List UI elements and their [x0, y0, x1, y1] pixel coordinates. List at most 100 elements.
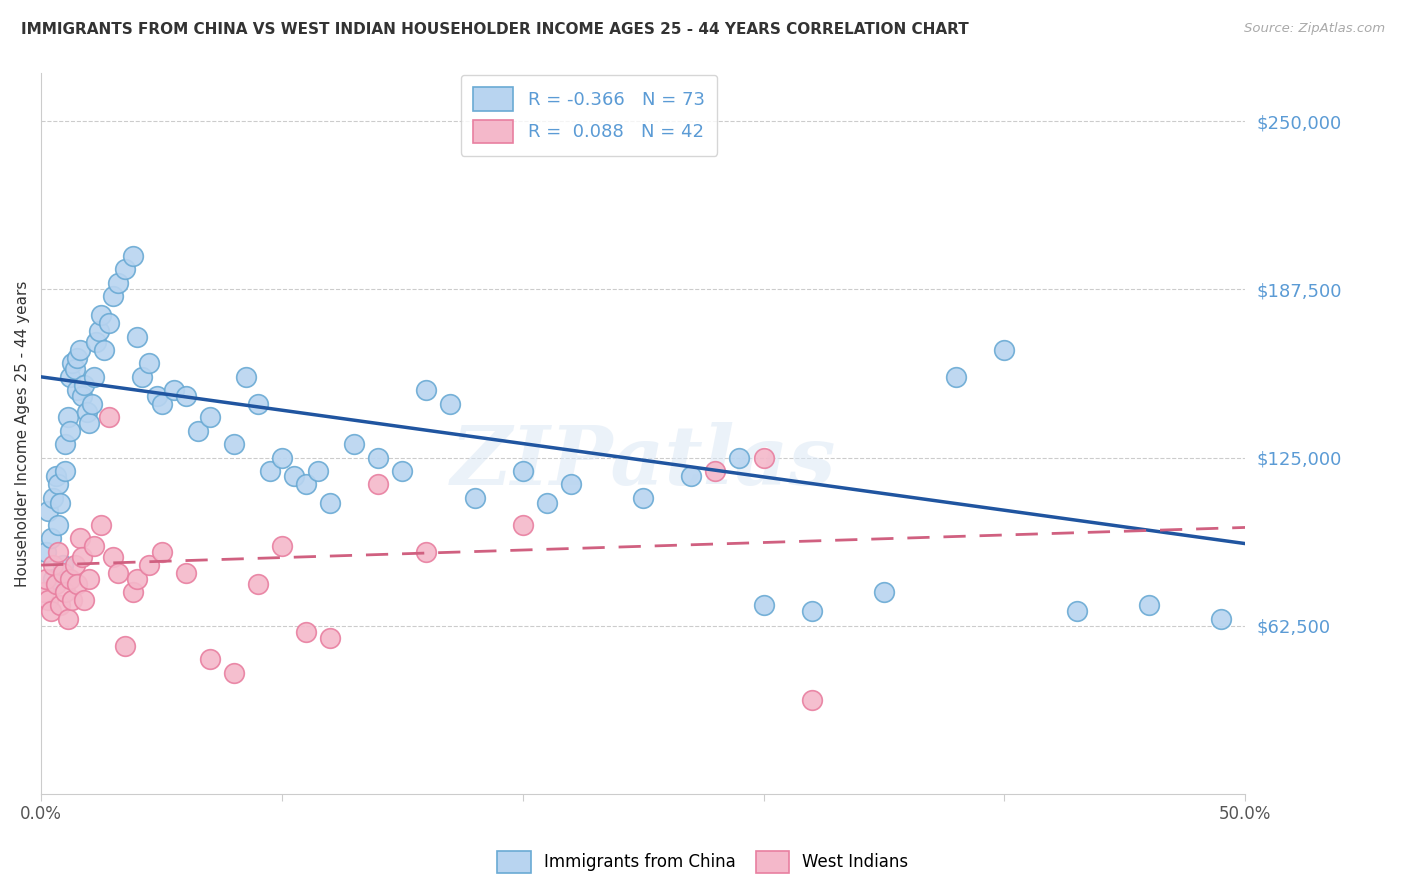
Point: [97, 316, 120, 330]
Point: [319, 496, 342, 510]
Point: [46, 517, 69, 532]
Point: [800, 604, 823, 618]
Point: [103, 289, 125, 303]
Point: [52, 558, 75, 573]
Point: [62, 356, 84, 370]
Point: [536, 496, 558, 510]
Point: [52, 566, 75, 581]
Point: [87, 324, 110, 338]
Point: [728, 450, 751, 465]
Point: [59, 572, 82, 586]
Point: [222, 437, 245, 451]
Point: [138, 356, 160, 370]
Legend: Immigrants from China, West Indians: Immigrants from China, West Indians: [491, 845, 915, 880]
Point: [66, 384, 89, 398]
Point: [63, 361, 86, 376]
Point: [49, 599, 72, 613]
Point: [295, 625, 318, 640]
Point: [107, 276, 129, 290]
Point: [59, 369, 82, 384]
Point: [63, 558, 86, 573]
Point: [83, 539, 105, 553]
Point: [464, 491, 486, 505]
Point: [93, 343, 115, 357]
Point: [174, 389, 197, 403]
Point: [37, 593, 59, 607]
Point: [70, 389, 93, 403]
Legend: R = -0.366   N = 73, R =  0.088   N = 42: R = -0.366 N = 73, R = 0.088 N = 42: [461, 75, 717, 155]
Point: [39, 531, 62, 545]
Point: [415, 384, 437, 398]
Point: [271, 539, 294, 553]
Point: [873, 585, 896, 599]
Point: [1066, 604, 1088, 618]
Point: [391, 464, 413, 478]
Text: IMMIGRANTS FROM CHINA VS WEST INDIAN HOUSEHOLDER INCOME AGES 25 - 44 YEARS CORRE: IMMIGRANTS FROM CHINA VS WEST INDIAN HOU…: [21, 22, 969, 37]
Point: [73, 593, 96, 607]
Point: [42, 558, 65, 573]
Point: [187, 424, 209, 438]
Point: [69, 343, 91, 357]
Point: [222, 665, 245, 680]
Point: [271, 450, 294, 465]
Point: [114, 639, 136, 653]
Point: [512, 464, 534, 478]
Point: [198, 410, 221, 425]
Point: [631, 491, 654, 505]
Point: [32, 585, 55, 599]
Point: [77, 416, 100, 430]
Point: [56, 612, 79, 626]
Point: [35, 544, 58, 558]
Point: [45, 469, 67, 483]
Point: [35, 572, 58, 586]
Point: [1137, 599, 1160, 613]
Point: [560, 477, 582, 491]
Point: [367, 450, 389, 465]
Point: [259, 464, 281, 478]
Point: [367, 477, 389, 491]
Point: [127, 572, 149, 586]
Point: [77, 572, 100, 586]
Point: [83, 369, 105, 384]
Point: [103, 549, 125, 564]
Point: [53, 464, 76, 478]
Point: [145, 389, 167, 403]
Point: [150, 397, 173, 411]
Point: [59, 424, 82, 438]
Point: [76, 405, 98, 419]
Point: [319, 631, 342, 645]
Text: Source: ZipAtlas.com: Source: ZipAtlas.com: [1244, 22, 1385, 36]
Point: [681, 469, 703, 483]
Y-axis label: Householder Income Ages 25 - 44 years: Householder Income Ages 25 - 44 years: [15, 280, 30, 587]
Point: [66, 577, 89, 591]
Point: [945, 369, 967, 384]
Point: [86, 334, 108, 349]
Text: ZIPatlas: ZIPatlas: [450, 422, 837, 502]
Point: [90, 308, 112, 322]
Point: [42, 491, 65, 505]
Point: [295, 477, 318, 491]
Point: [512, 517, 534, 532]
Point: [752, 450, 775, 465]
Point: [150, 544, 173, 558]
Point: [70, 549, 93, 564]
Point: [283, 469, 305, 483]
Point: [90, 517, 112, 532]
Point: [198, 652, 221, 666]
Point: [37, 504, 59, 518]
Point: [993, 343, 1015, 357]
Point: [174, 566, 197, 581]
Point: [42, 572, 65, 586]
Point: [66, 351, 89, 365]
Point: [343, 437, 366, 451]
Point: [131, 369, 153, 384]
Point: [162, 384, 184, 398]
Point: [97, 410, 120, 425]
Point: [53, 437, 76, 451]
Point: [307, 464, 329, 478]
Point: [39, 604, 62, 618]
Point: [69, 531, 91, 545]
Point: [138, 558, 160, 573]
Point: [73, 378, 96, 392]
Point: [114, 262, 136, 277]
